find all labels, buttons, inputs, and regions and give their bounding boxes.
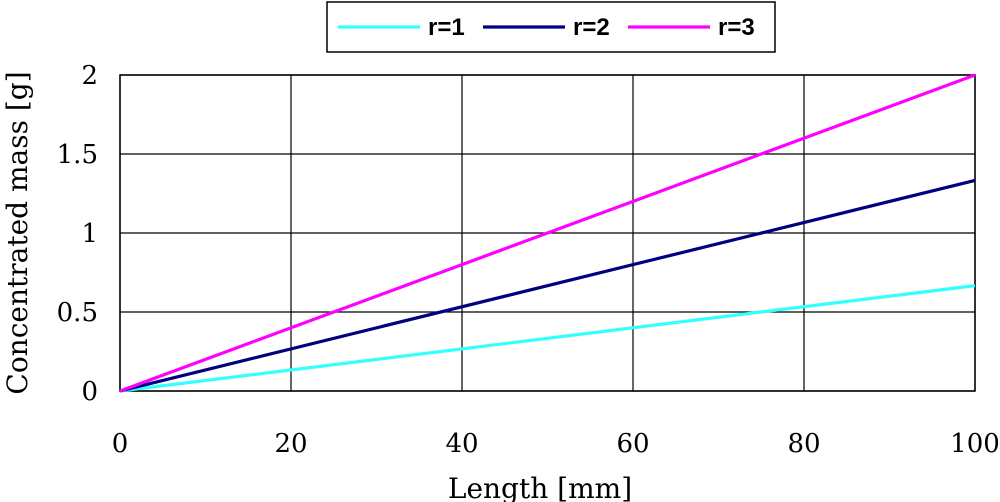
legend-label: r=3 — [718, 14, 755, 41]
y-tick-label: 0.5 — [57, 298, 98, 328]
y-tick-label: 1.5 — [57, 140, 98, 170]
x-tick-label: 0 — [112, 429, 129, 459]
x-tick-label: 100 — [950, 429, 1000, 459]
legend: r=1 r=2 r=3 — [326, 1, 776, 53]
x-tick-label: 60 — [616, 429, 649, 459]
series-line-r=2 — [119, 178, 976, 393]
x-tick-label: 80 — [787, 429, 820, 459]
x-tick-label: 20 — [274, 429, 307, 459]
x-axis-title: Length [mm] — [448, 472, 632, 502]
legend-label: r=2 — [573, 14, 610, 41]
series-line-r=1 — [119, 284, 976, 393]
y-axis-ticks: 0 0.5 1 1.5 2 — [57, 61, 98, 407]
y-tick-label: 0 — [81, 377, 98, 407]
plot-area-frame — [119, 74, 976, 392]
y-tick-label: 1 — [81, 219, 98, 249]
y-tick-label: 2 — [81, 61, 98, 91]
series-line-r=3 — [119, 73, 976, 393]
y-axis-title: Concentrated mass [g] — [1, 71, 34, 394]
x-tick-label: 40 — [445, 429, 478, 459]
legend-label: r=1 — [428, 14, 465, 41]
x-axis-ticks: 0 20 40 60 80 100 — [112, 429, 1000, 459]
series-layer — [119, 73, 976, 393]
